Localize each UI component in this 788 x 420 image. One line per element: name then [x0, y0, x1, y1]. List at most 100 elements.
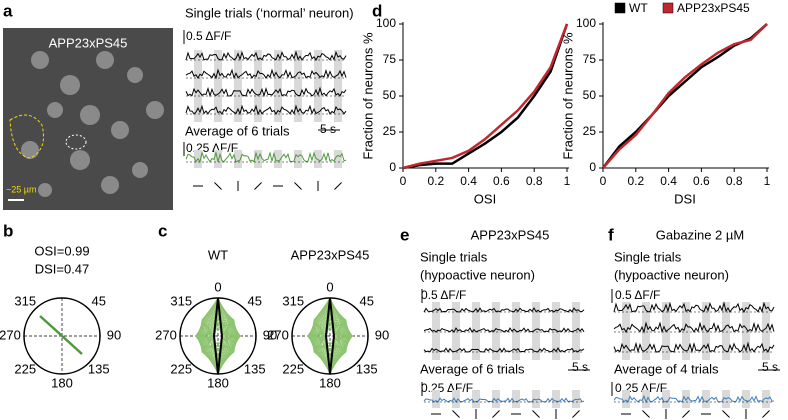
x-tick-label: 0.2 — [427, 174, 444, 188]
y-tick-label: 75 — [583, 52, 597, 66]
angle-label: 90 — [107, 327, 121, 342]
stim-icon — [532, 410, 540, 418]
stim-bar — [622, 390, 630, 408]
stim-icon — [722, 410, 730, 418]
trace — [185, 50, 347, 61]
stim-bar — [214, 50, 222, 122]
stim-bar — [334, 50, 342, 122]
stim-bar — [682, 302, 690, 360]
panel-label: e — [400, 225, 409, 244]
legend-label: APP23xPS45 — [677, 1, 750, 15]
trace — [613, 301, 775, 314]
angle-label: 180 — [319, 375, 341, 390]
stim-icon — [572, 410, 580, 418]
stim-bar — [234, 150, 242, 168]
text: OSI=0.99 — [34, 243, 89, 258]
panel-label: c — [158, 221, 167, 240]
x-axis-label: DSI — [674, 191, 696, 206]
stim-bar — [552, 302, 560, 360]
angle-label: 270 — [0, 327, 21, 342]
tuning-curve — [198, 303, 235, 364]
stim-icon — [682, 410, 690, 418]
y-tick-label: 50 — [583, 88, 597, 102]
stim-bar — [532, 302, 540, 360]
stim-bar — [722, 302, 730, 360]
angle-label: 0 — [326, 279, 333, 294]
stim-bar — [572, 302, 580, 360]
scale-label: ~25 µm — [6, 184, 36, 194]
stim-bar — [294, 50, 302, 122]
text: (hypoactive neuron) — [420, 267, 535, 282]
y-tick-label: 0 — [589, 160, 596, 174]
stim-icon — [254, 182, 262, 190]
text: Single trials — [420, 249, 488, 264]
x-tick-label: 0 — [600, 174, 607, 188]
stim-bar — [742, 302, 750, 360]
stim-bar — [642, 302, 650, 360]
angle-label: 90 — [375, 327, 389, 342]
x-tick-label: 0.8 — [726, 174, 743, 188]
stim-bar — [234, 50, 242, 122]
text: 0.25 ΔF/F — [421, 381, 473, 395]
cells — [21, 51, 164, 197]
stim-bar — [472, 302, 480, 360]
stim-bar — [254, 50, 262, 122]
stim-bar — [702, 390, 710, 408]
stim-bar — [432, 302, 440, 360]
angle-label: 315 — [14, 293, 36, 308]
x-tick-label: 0.4 — [460, 174, 477, 188]
angle-label: 270 — [155, 327, 177, 342]
text: (hypoactive neuron) — [614, 267, 729, 282]
y-tick-label: 50 — [383, 88, 397, 102]
stim-bar — [452, 390, 460, 408]
tuning-curve — [309, 321, 353, 357]
angle-label: 0 — [214, 279, 221, 294]
stim-bar — [642, 390, 650, 408]
stim-bar — [314, 50, 322, 122]
x-tick-label: 0.4 — [660, 174, 677, 188]
stim-bar — [452, 302, 460, 360]
stim-bar — [194, 50, 202, 122]
x-tick-label: 0.6 — [493, 174, 510, 188]
panel-label: a — [3, 1, 13, 20]
tuning-curve — [201, 314, 238, 364]
image-title: APP23xPS45 — [49, 35, 128, 50]
stim-icon — [334, 182, 342, 190]
line-series — [602, 23, 768, 169]
stim-bar — [532, 390, 540, 408]
tuning-curve — [307, 324, 354, 350]
angle-label: 270 — [267, 327, 289, 342]
tuning-curve — [307, 323, 354, 351]
stim-bar — [334, 150, 342, 168]
angle-label: 135 — [88, 361, 110, 376]
stim-bar — [682, 390, 690, 408]
y-tick-label: 100 — [576, 16, 596, 30]
stim-icon — [492, 410, 500, 418]
tuning-curve — [310, 303, 347, 364]
angle-label: 315 — [282, 293, 304, 308]
text: Single trials — [614, 249, 682, 264]
y-tick-label: 75 — [383, 52, 397, 66]
text: WT — [208, 247, 228, 262]
angle-label: 45 — [92, 293, 106, 308]
x-tick-label: 1 — [764, 174, 771, 188]
panel-label: d — [372, 1, 382, 20]
roi — [9, 114, 44, 159]
stim-bar — [552, 390, 560, 408]
line-series — [402, 23, 569, 170]
stim-bar — [762, 302, 770, 360]
stim-icon — [642, 410, 650, 418]
angle-label: 180 — [207, 375, 229, 390]
text: 5 s — [320, 122, 336, 136]
trace — [613, 394, 775, 404]
stim-bar — [492, 390, 500, 408]
stim-bar — [274, 150, 282, 168]
angle-label: 225 — [14, 361, 36, 376]
text: APP23xPS45 — [471, 227, 550, 242]
stim-icon — [214, 182, 222, 190]
x-tick-label: 0.8 — [526, 174, 543, 188]
stim-icon — [762, 410, 770, 418]
panel-label: f — [608, 225, 614, 244]
stim-bar — [512, 390, 520, 408]
